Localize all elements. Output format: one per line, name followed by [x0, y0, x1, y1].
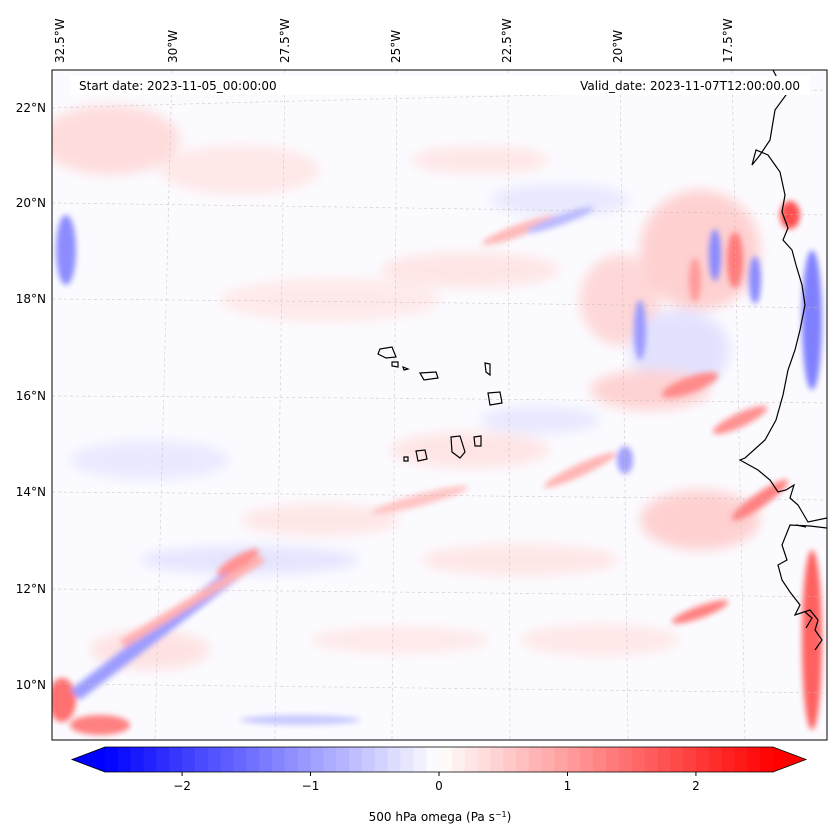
- colorbar-segment: [400, 747, 414, 772]
- lat-label: 18°N: [16, 292, 46, 306]
- colorbar-segment: [606, 747, 620, 772]
- colorbar-label: 500 hPa omega (Pa s−1): [369, 810, 512, 825]
- colorbar-tick-label: 1: [564, 779, 572, 793]
- colorbar-segment: [554, 747, 569, 772]
- colorbar-segment: [259, 747, 273, 772]
- colorbar: [70, 746, 808, 773]
- colorbar-segment: [528, 747, 543, 772]
- lon-label: 27.5°W: [278, 18, 292, 63]
- colorbar-segment: [747, 747, 761, 772]
- colorbar-segment: [657, 747, 671, 772]
- colorbar-segment: [426, 747, 440, 772]
- lon-labels: 32.5°W 30°W 27.5°W 25°W 22.5°W 20°W 17.5…: [53, 18, 735, 63]
- colorbar-segment: [439, 747, 453, 772]
- colorbar-segment: [336, 747, 350, 772]
- coastline: [377, 70, 827, 651]
- colorbar-segment: [323, 747, 337, 772]
- colorbar-segment: [721, 747, 736, 772]
- lon-label: 20°W: [611, 30, 625, 63]
- lon-label: 30°W: [166, 30, 180, 63]
- lon-label: 25°W: [389, 30, 403, 63]
- colorbar-tick-label: −2: [173, 779, 191, 793]
- colorbar-segment: [464, 747, 479, 772]
- colorbar-segment: [182, 747, 196, 772]
- colorbar-segment: [516, 747, 530, 772]
- omega-field: [52, 70, 827, 740]
- colorbar-segment: [233, 747, 247, 772]
- colorbar-segment: [156, 747, 170, 772]
- colorbar-segment: [310, 747, 324, 772]
- colorbar-segment: [349, 747, 363, 772]
- colorbar-segment: [105, 747, 119, 772]
- colorbar-segment: [143, 747, 157, 772]
- lat-label: 16°N: [16, 389, 46, 403]
- start-date-label: Start date: 2023-11-05_00:00:00: [79, 79, 277, 93]
- colorbar-segment: [734, 747, 748, 772]
- colorbar-tick-label: 0: [435, 779, 443, 793]
- colorbar-segment: [117, 747, 132, 772]
- colorbar-segment: [451, 747, 466, 772]
- graticule: [52, 70, 827, 740]
- colorbar-segment: [580, 747, 594, 772]
- colorbar-segment: [760, 747, 774, 772]
- colorbar-segment: [130, 747, 145, 772]
- colorbar-tick-label: 2: [692, 779, 700, 793]
- colorbar-segment: [708, 747, 723, 772]
- colorbar-segment: [387, 747, 402, 772]
- colorbar-segment: [631, 747, 646, 772]
- colorbar-segment: [503, 747, 517, 772]
- map-frame: [51, 69, 828, 741]
- colorbar-segment: [169, 747, 183, 772]
- colorbar-segment: [618, 747, 633, 772]
- colorbar-segment: [683, 747, 697, 772]
- lat-label: 22°N: [16, 101, 46, 115]
- colorbar-segment: [567, 747, 581, 772]
- colorbar-segment: [272, 747, 286, 772]
- lon-label: 22.5°W: [500, 18, 514, 63]
- lat-label: 10°N: [16, 678, 46, 692]
- colorbar-ticks: −2 −1 0 1 2: [173, 772, 700, 793]
- colorbar-segment: [284, 747, 299, 772]
- colorbar-segment: [246, 747, 260, 772]
- colorbar-tick-label: −1: [302, 779, 320, 793]
- lat-label: 12°N: [16, 582, 46, 596]
- lon-label: 17.5°W: [721, 18, 735, 63]
- colorbar-segment: [541, 747, 556, 772]
- colorbar-segment: [695, 747, 710, 772]
- colorbar-segment: [194, 747, 209, 772]
- colorbar-extend-max: [773, 747, 806, 772]
- lat-label: 20°N: [16, 196, 46, 210]
- colorbar-segment: [490, 747, 504, 772]
- colorbar-segment: [593, 747, 607, 772]
- colorbar-segment: [670, 747, 684, 772]
- colorbar-segment: [361, 747, 376, 772]
- lon-label: 32.5°W: [53, 18, 67, 63]
- colorbar-segment: [374, 747, 389, 772]
- lat-label: 14°N: [16, 485, 46, 499]
- valid-date-label: Valid_date: 2023-11-07T12:00:00.00: [580, 79, 800, 93]
- colorbar-segment: [644, 747, 658, 772]
- colorbar-segment: [413, 747, 427, 772]
- colorbar-extend-min: [72, 747, 105, 772]
- colorbar-segment: [297, 747, 312, 772]
- colorbar-segment: [207, 747, 222, 772]
- colorbar-segment: [220, 747, 235, 772]
- colorbar-segment: [477, 747, 491, 772]
- lat-labels: 22°N 20°N 18°N 16°N 14°N 12°N 10°N: [16, 101, 46, 692]
- date-banner-bg: [70, 76, 810, 95]
- colorbar-outline: [70, 746, 808, 773]
